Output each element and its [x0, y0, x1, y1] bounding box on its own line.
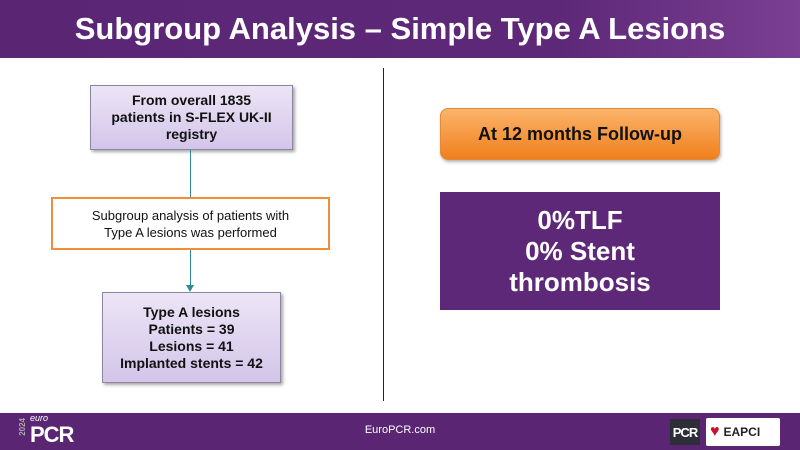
result-line: 0%TLF — [537, 204, 623, 235]
logo-euro: euro — [30, 413, 49, 423]
box-line: Patients = 39 — [148, 320, 235, 337]
result-line: 0% Stent — [525, 235, 635, 266]
footer-bar — [0, 413, 800, 450]
pcr-logo: PCR — [670, 419, 700, 445]
box-line: Type A lesions was performed — [104, 224, 277, 240]
eapci-logo: ♥ EAPCI — [706, 418, 780, 446]
box-line: Subgroup analysis of patients with — [91, 207, 290, 223]
box-line: registry — [165, 126, 218, 142]
slide-title: Subgroup Analysis – Simple Type A Lesion… — [0, 0, 800, 58]
source-population-box: From overall 1835 patients in S-FLEX UK-… — [90, 85, 293, 150]
results-box: 0%TLF 0% Stent thrombosis — [440, 192, 720, 310]
heart-icon: ♥ — [710, 423, 720, 440]
box-line: From overall 1835 — [131, 92, 252, 108]
connector-line — [190, 150, 191, 197]
followup-label: At 12 months Follow-up — [440, 108, 720, 160]
eapci-logo-text: EAPCI — [723, 425, 761, 439]
box-line: Implanted stents = 42 — [120, 354, 263, 371]
footer-website: EuroPCR.com — [364, 424, 436, 436]
subgroup-analysis-box: Subgroup analysis of patients with Type … — [51, 197, 330, 250]
box-line: Type A lesions — [143, 303, 240, 320]
arrow-down-icon — [186, 285, 194, 292]
type-a-lesions-box: Type A lesions Patients = 39 Lesions = 4… — [102, 292, 281, 383]
box-line: patients in S-FLEX UK-II — [111, 109, 272, 125]
connector-line — [190, 250, 191, 286]
europcr-logo: PCR — [30, 422, 74, 447]
result-line: thrombosis — [509, 266, 651, 297]
box-line: Lesions = 41 — [149, 337, 234, 354]
vertical-divider — [383, 68, 384, 401]
